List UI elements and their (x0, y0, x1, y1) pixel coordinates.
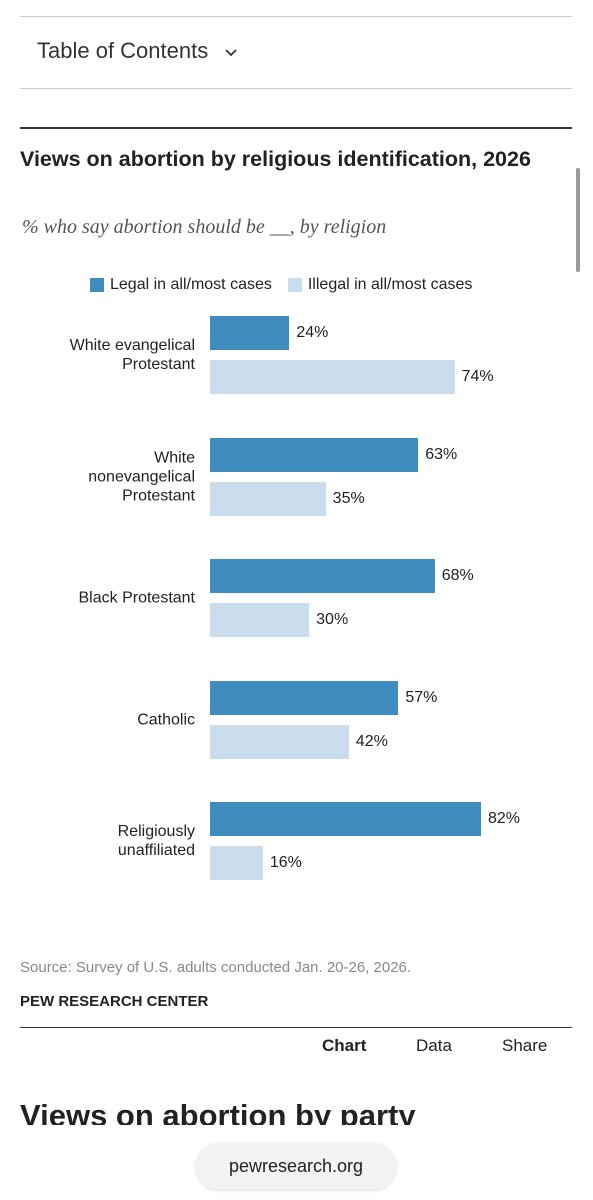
source: Source: Survey of U.S. adults conducted … (20, 959, 412, 976)
value-label: 16% (269, 854, 302, 871)
bar (210, 846, 263, 880)
legend-item: Legal in all/most cases (90, 276, 272, 294)
url: pewresearch.org (228, 1156, 364, 1176)
chart: White evangelical Protestant 24% 74% White … (69, 316, 521, 880)
bar (210, 724, 349, 759)
bar (210, 437, 419, 472)
value-label: 74% (461, 368, 494, 385)
value-label: 42% (355, 732, 388, 750)
toc-toggle[interactable]: Table of Contents (37, 38, 238, 64)
value-label: 82% (488, 810, 521, 827)
divider (20, 16, 572, 17)
caret-icon (225, 49, 237, 57)
url-bar[interactable]: pewresearch.org (196, 1143, 396, 1189)
toc-label: Table of Contents (37, 38, 209, 63)
legend-label: Legal in all/most cases (110, 276, 272, 293)
brand: PEW RESEARCH CENTER (20, 993, 209, 1010)
bar (210, 603, 310, 637)
bar (210, 316, 290, 350)
category-label: Catholic (137, 711, 195, 728)
legend: Legal in all/most cases Illegal in all/mo… (90, 276, 478, 294)
value-label: 68% (441, 567, 474, 584)
value-label: 57% (405, 688, 438, 706)
next-heading: Views on abortion by party (20, 1098, 416, 1125)
legend-item: Illegal in all/most cases (287, 276, 473, 294)
divider (20, 1027, 572, 1028)
tab[interactable]: Data (416, 1036, 452, 1055)
category-label: Religiously unaffiliated (117, 823, 195, 859)
value-label: 24% (296, 324, 329, 341)
category-label: White nonevangelical Protestant (88, 449, 195, 504)
bar (210, 802, 481, 836)
chart-title: Views on abortion by religious identific… (20, 147, 531, 171)
value-label: 30% (316, 611, 349, 628)
value-label: 63% (425, 445, 458, 463)
divider (20, 127, 572, 129)
tab[interactable]: Chart (322, 1036, 367, 1055)
legend-swatch (287, 278, 302, 292)
tab[interactable]: Share (502, 1036, 548, 1055)
next-section: Views on abortion by party (20, 1097, 580, 1125)
bar (210, 680, 399, 715)
chart-subtitle: % who say abortion should be __, by reli… (22, 216, 387, 238)
category-label: Black Protestant (78, 589, 196, 607)
bar (210, 360, 455, 394)
bar (210, 481, 326, 516)
value-label: 35% (332, 489, 365, 507)
bar (210, 559, 435, 593)
scrollbar (576, 168, 580, 272)
category-label: White evangelical Protestant (69, 337, 195, 373)
divider (20, 88, 572, 89)
legend-label: Illegal in all/most cases (307, 276, 473, 293)
legend-swatch (90, 278, 104, 292)
